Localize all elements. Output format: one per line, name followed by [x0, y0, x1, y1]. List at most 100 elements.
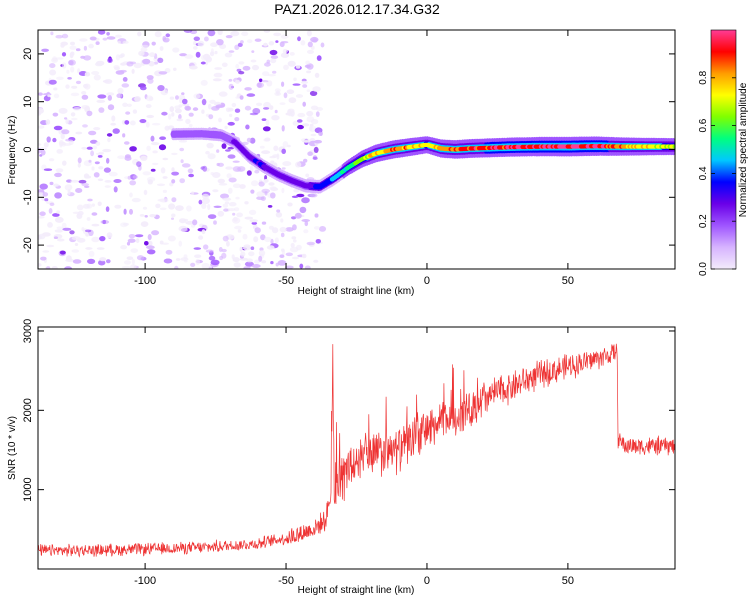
noise-blob — [262, 126, 271, 132]
noise-blob — [61, 62, 67, 69]
noise-blob — [231, 102, 237, 108]
noise-blob — [207, 30, 216, 37]
noise-blob — [274, 88, 281, 93]
noise-blob — [246, 39, 253, 44]
noise-blob — [81, 227, 85, 232]
noise-blob — [218, 183, 228, 186]
noise-blob — [270, 192, 276, 199]
noise-blob — [291, 216, 297, 220]
noise-blob — [264, 62, 271, 67]
noise-blob — [49, 181, 54, 186]
noise-blob — [265, 119, 270, 126]
noise-blob — [132, 109, 138, 114]
colorbar-tick-label: 0.6 — [698, 118, 709, 132]
noise-blob — [149, 52, 156, 58]
noise-blob — [198, 199, 203, 205]
noise-blob — [291, 236, 297, 240]
noise-blob — [285, 252, 293, 257]
noise-blob — [218, 91, 228, 97]
noise-blob — [38, 125, 45, 129]
noise-blob — [83, 83, 89, 89]
noise-blob — [234, 117, 240, 122]
noise-blob — [232, 166, 242, 172]
noise-blob — [175, 205, 184, 212]
noise-blob — [209, 99, 216, 104]
noise-blob — [307, 41, 313, 48]
noise-blob — [114, 204, 122, 209]
noise-blob — [135, 238, 140, 244]
noise-blob — [171, 167, 175, 172]
noise-blob — [193, 46, 198, 50]
noise-blob — [261, 188, 271, 194]
noise-blob — [292, 83, 301, 86]
noise-blob — [76, 204, 84, 211]
noise-blob — [91, 203, 95, 207]
noise-blob — [224, 201, 230, 205]
noise-blob — [235, 63, 240, 69]
noise-blob — [258, 255, 263, 262]
noise-blob — [107, 104, 115, 111]
noise-blob — [198, 235, 204, 240]
noise-blob — [106, 92, 115, 96]
noise-blob — [140, 221, 149, 228]
noise-blob — [54, 172, 62, 178]
noise-blob — [249, 219, 258, 223]
noise-blob — [203, 244, 209, 250]
noise-blob — [39, 183, 48, 190]
noise-blob — [123, 260, 132, 265]
noise-blob — [46, 136, 51, 143]
noise-blob — [52, 213, 60, 217]
snr-x-tick-label: -50 — [278, 575, 294, 587]
noise-blob — [171, 152, 178, 156]
noise-blob — [38, 216, 45, 219]
snr-y-tick-label: 1000 — [22, 477, 34, 501]
noise-blob — [72, 259, 82, 264]
spectrogram-ridge — [170, 127, 675, 194]
noise-blob — [131, 197, 141, 203]
noise-blob — [305, 173, 310, 178]
noise-blob — [159, 46, 164, 51]
noise-blob — [301, 197, 310, 204]
noise-blob — [266, 245, 275, 250]
noise-blob — [206, 142, 214, 149]
noise-blob — [210, 42, 218, 47]
noise-blob — [239, 246, 243, 252]
noise-blob — [159, 207, 167, 211]
noise-blob — [38, 143, 42, 146]
noise-blob — [244, 87, 252, 91]
noise-blob — [229, 113, 233, 118]
noise-blob — [275, 212, 283, 218]
noise-blob — [250, 189, 255, 194]
noise-blob — [181, 228, 188, 232]
noise-blob — [233, 216, 238, 222]
noise-blob — [66, 255, 72, 262]
noise-blob — [46, 266, 51, 269]
noise-blob — [169, 96, 175, 100]
noise-blob — [106, 36, 116, 40]
noise-blob — [136, 161, 142, 167]
noise-blob — [181, 92, 185, 96]
noise-blob — [310, 119, 319, 125]
noise-blob — [281, 187, 285, 194]
noise-blob — [122, 133, 126, 138]
noise-blob — [216, 149, 220, 153]
noise-blob — [49, 202, 55, 206]
noise-blob — [64, 184, 73, 191]
noise-blob — [174, 265, 179, 269]
noise-blob — [93, 74, 101, 81]
noise-blob — [270, 55, 279, 59]
noise-blob — [264, 137, 271, 142]
noise-blob — [117, 87, 124, 94]
noise-blob — [282, 48, 288, 54]
noise-blob — [86, 217, 91, 221]
noise-blob — [293, 188, 300, 193]
noise-blob — [239, 95, 244, 100]
noise-blob — [134, 96, 141, 102]
noise-blob — [306, 89, 311, 92]
noise-blob — [201, 229, 206, 235]
noise-blob — [218, 247, 223, 252]
noise-blob — [97, 178, 104, 182]
noise-blob — [62, 227, 72, 231]
noise-blob — [279, 41, 285, 48]
noise-blob — [70, 66, 75, 73]
